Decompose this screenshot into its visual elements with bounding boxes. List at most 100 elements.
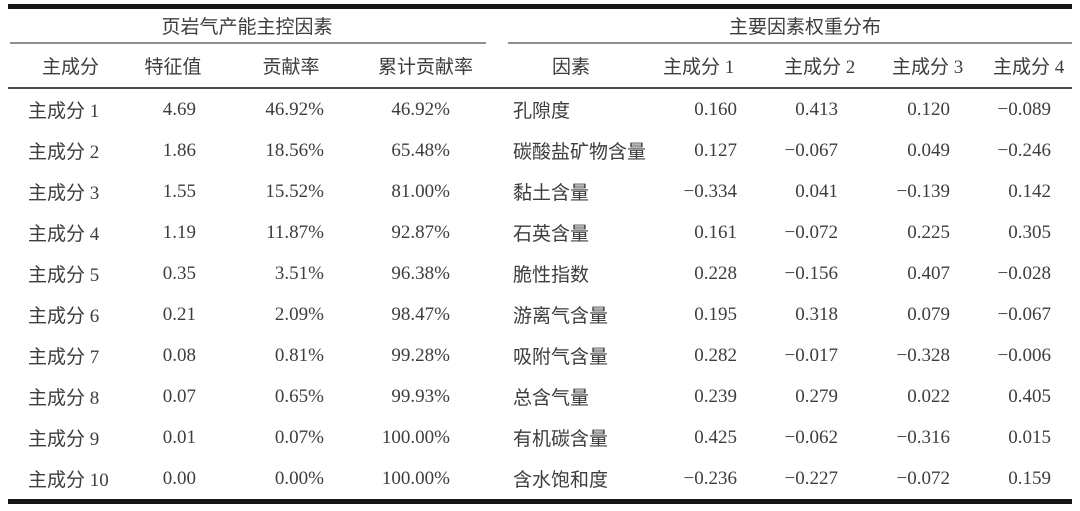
pc3-weight-cell: −0.316: [896, 426, 950, 448]
pc1-weight-cell: 0.160: [694, 98, 737, 120]
cumulative-cell: 81.00%: [391, 180, 450, 202]
col-header-cumulative-contribution: 累计贡献率: [378, 57, 474, 78]
table-row: 主成分 2 1.86 18.56% 65.48% 碳酸盐矿物含量 0.127 −0.067 0…: [8, 130, 1072, 171]
contribution-cell: 2.09%: [274, 303, 324, 325]
pc3-weight-cell: 0.079: [907, 303, 950, 325]
pc3-weight-cell: 0.022: [907, 385, 950, 407]
pc1-weight-cell: 0.127: [694, 139, 737, 161]
pc4-weight-cell: 0.015: [1008, 426, 1051, 448]
table-row: 主成分 8 0.07 0.65% 99.93% 总含气量 0.239 0.279 0.022 0…: [8, 376, 1072, 417]
title-underline-right: [508, 42, 1072, 44]
principal-component-label: 主成分 7: [28, 347, 100, 368]
pc2-weight-cell: 0.413: [795, 98, 838, 120]
cumulative-cell: 92.87%: [391, 221, 450, 243]
pc2-weight-cell: −0.017: [784, 344, 838, 366]
table-body: 主成分 1 4.69 46.92% 46.92% 孔隙度 0.160 0.413 0.120 −…: [8, 89, 1072, 499]
principal-component-label: 主成分 6: [28, 306, 100, 327]
col-header-pc2: 主成分 2: [784, 57, 856, 78]
factor-label: 石英含量: [513, 224, 590, 245]
principal-component-label: 主成分 10: [28, 470, 109, 491]
table-row: 主成分 5 0.35 3.51% 96.38% 脆性指数 0.228 −0.156 0.407…: [8, 253, 1072, 294]
pc4-weight-cell: 0.159: [1008, 467, 1051, 489]
pc1-weight-cell: −0.334: [683, 180, 737, 202]
cumulative-cell: 46.92%: [391, 98, 450, 120]
col-header-pc4: 主成分 4: [993, 57, 1065, 78]
cumulative-cell: 99.93%: [391, 385, 450, 407]
eigenvalue-cell: 0.21: [162, 303, 196, 325]
table-row: 主成分 10 0.00 0.00% 100.00% 含水饱和度 −0.236 −0.227 −…: [8, 458, 1072, 499]
eigenvalue-cell: 0.00: [162, 467, 196, 489]
pc3-weight-cell: −0.072: [896, 467, 950, 489]
contribution-cell: 15.52%: [265, 180, 324, 202]
bottom-rule: [8, 499, 1072, 504]
pc2-weight-cell: −0.072: [784, 221, 838, 243]
factor-label: 碳酸盐矿物含量: [513, 142, 647, 163]
table-row: 主成分 7 0.08 0.81% 99.28% 吸附气含量 0.282 −0.017 −0.3…: [8, 335, 1072, 376]
eigenvalue-cell: 0.07: [162, 385, 196, 407]
pc2-weight-cell: −0.062: [784, 426, 838, 448]
principal-component-label: 主成分 2: [28, 142, 100, 163]
table-row: 主成分 9 0.01 0.07% 100.00% 有机碳含量 0.425 −0.062 −0.…: [8, 417, 1072, 458]
pc4-weight-cell: −0.089: [997, 98, 1051, 120]
pc2-weight-cell: −0.067: [784, 139, 838, 161]
eigenvalue-cell: 1.19: [162, 221, 196, 243]
table-row: 主成分 4 1.19 11.87% 92.87% 石英含量 0.161 −0.072 0.22…: [8, 212, 1072, 253]
table-figure: 页岩气产能主控因素 主要因素权重分布 主成分 特征值 贡献率 累计贡献率 因素 …: [8, 4, 1072, 504]
pc3-weight-cell: −0.139: [896, 180, 950, 202]
pc4-weight-cell: 0.142: [1008, 180, 1051, 202]
cumulative-cell: 99.28%: [391, 344, 450, 366]
contribution-cell: 3.51%: [274, 262, 324, 284]
table-row: 主成分 3 1.55 15.52% 81.00% 黏土含量 −0.334 0.041 −0.1…: [8, 171, 1072, 212]
contribution-cell: 0.00%: [274, 467, 324, 489]
col-header-pc1: 主成分 1: [663, 57, 735, 78]
principal-component-label: 主成分 9: [28, 429, 100, 450]
factor-label: 脆性指数: [513, 265, 590, 286]
pc3-weight-cell: 0.120: [907, 98, 950, 120]
factor-label: 黏土含量: [513, 183, 590, 204]
principal-component-label: 主成分 5: [28, 265, 100, 286]
eigenvalue-cell: 0.35: [162, 262, 196, 284]
pc4-weight-cell: 0.305: [1008, 221, 1051, 243]
left-table-title: 页岩气产能主控因素: [161, 17, 333, 38]
pc1-weight-cell: −0.236: [683, 467, 737, 489]
principal-component-label: 主成分 1: [28, 101, 100, 122]
pc3-weight-cell: 0.225: [907, 221, 950, 243]
pc4-weight-cell: −0.028: [997, 262, 1051, 284]
contribution-cell: 0.81%: [274, 344, 324, 366]
cumulative-cell: 96.38%: [391, 262, 450, 284]
title-underline: [8, 42, 1072, 44]
col-header-principal-component: 主成分: [42, 57, 100, 78]
contribution-cell: 11.87%: [266, 221, 324, 243]
contribution-cell: 46.92%: [265, 98, 324, 120]
factor-label: 含水饱和度: [513, 470, 609, 491]
principal-component-label: 主成分 3: [28, 183, 100, 204]
eigenvalue-cell: 1.86: [162, 139, 196, 161]
cumulative-cell: 100.00%: [381, 426, 450, 448]
principal-component-label: 主成分 4: [28, 224, 100, 245]
pc1-weight-cell: 0.161: [694, 221, 737, 243]
pc2-weight-cell: −0.156: [784, 262, 838, 284]
factor-label: 孔隙度: [513, 101, 571, 122]
col-header-eigenvalue: 特征值: [144, 57, 202, 78]
cumulative-cell: 65.48%: [391, 139, 450, 161]
factor-label: 有机碳含量: [513, 429, 609, 450]
pc1-weight-cell: 0.239: [694, 385, 737, 407]
factor-label: 总含气量: [513, 388, 590, 409]
pc3-weight-cell: 0.407: [907, 262, 950, 284]
pc3-weight-cell: 0.049: [907, 139, 950, 161]
pc4-weight-cell: −0.067: [997, 303, 1051, 325]
pc2-weight-cell: −0.227: [784, 467, 838, 489]
factor-label: 吸附气含量: [513, 347, 609, 368]
pc2-weight-cell: 0.041: [795, 180, 838, 202]
pc1-weight-cell: 0.228: [694, 262, 737, 284]
eigenvalue-cell: 4.69: [162, 98, 196, 120]
pc1-weight-cell: 0.195: [694, 303, 737, 325]
pc4-weight-cell: −0.246: [997, 139, 1051, 161]
pc4-weight-cell: −0.006: [997, 344, 1051, 366]
table-row: 主成分 1 4.69 46.92% 46.92% 孔隙度 0.160 0.413 0.120 −…: [8, 89, 1072, 130]
pc4-weight-cell: 0.405: [1008, 385, 1051, 407]
col-header-contribution: 贡献率: [262, 57, 320, 78]
col-header-pc3: 主成分 3: [892, 57, 964, 78]
factor-label: 游离气含量: [513, 306, 609, 327]
pc2-weight-cell: 0.279: [795, 385, 838, 407]
